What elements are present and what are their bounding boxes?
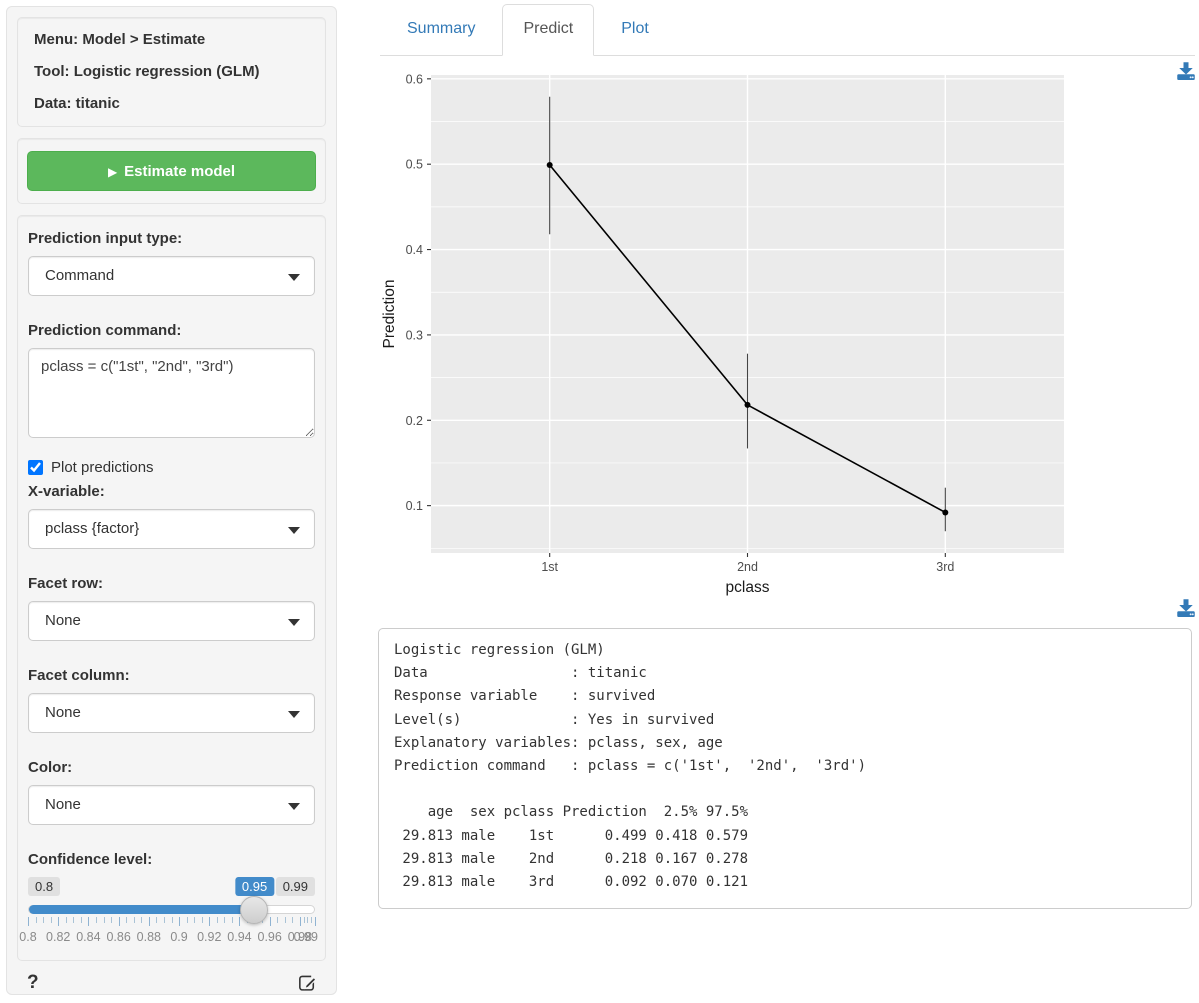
svg-text:1st: 1st	[541, 560, 558, 574]
prediction-command-input[interactable]: pclass = c("1st", "2nd", "3rd")	[28, 348, 315, 438]
facet-column-value: None	[45, 704, 81, 721]
svg-text:0.6: 0.6	[406, 72, 423, 86]
slider-fill	[29, 905, 254, 914]
edit-report-button[interactable]	[297, 972, 318, 998]
command-label: Prediction command:	[28, 322, 182, 339]
dataset-label: Data: titanic	[34, 95, 120, 112]
tool-label: Tool: Logistic regression (GLM)	[34, 63, 260, 80]
slider-ticks	[28, 917, 316, 928]
x-variable-select[interactable]: pclass {factor}	[28, 509, 315, 549]
facet-row-value: None	[45, 612, 81, 629]
svg-text:Prediction: Prediction	[381, 280, 398, 349]
prediction-plot: 0.1 0.2 0.3 0.4 0.5 0.6 1st 2nd 3rd pclass Predict…	[381, 72, 1064, 596]
estimate-model-button[interactable]: ▶ Estimate model	[27, 151, 316, 191]
svg-text:0.5: 0.5	[406, 158, 423, 172]
caret-down-icon	[288, 803, 300, 810]
facet-column-select[interactable]: None	[28, 693, 315, 733]
input-type-label: Prediction input type:	[28, 230, 183, 247]
download-plot-button[interactable]	[1176, 61, 1196, 81]
plot-predictions-checkbox[interactable]	[28, 459, 43, 475]
facet-column-label: Facet column:	[28, 667, 130, 684]
svg-text:2nd: 2nd	[737, 560, 758, 574]
estimate-panel: ▶ Estimate model	[17, 138, 326, 204]
prediction-plot-container: 0.1 0.2 0.3 0.4 0.5 0.6 1st 2nd 3rd pclass Predict…	[380, 60, 1199, 600]
svg-text:0.2: 0.2	[406, 414, 423, 428]
plot-predictions-label[interactable]: Plot predictions	[51, 458, 154, 476]
facet-row-select[interactable]: None	[28, 601, 315, 641]
tab-predict[interactable]: Predict	[502, 4, 595, 56]
download-predictions-button[interactable]	[1176, 598, 1196, 618]
x-variable-value: pclass {factor}	[45, 520, 140, 537]
x-variable-label: X-variable:	[28, 483, 105, 500]
confidence-level-label: Confidence level:	[28, 851, 153, 868]
slider-tick-labels: 0.8 0.82 0.84 0.86 0.88 0.9 0.92 0.94 0.96 0.98 0.…	[19, 930, 318, 944]
result-tabs: Summary Predict Plot	[380, 4, 1195, 56]
tab-plot[interactable]: Plot	[621, 20, 649, 37]
color-select[interactable]: None	[28, 785, 315, 825]
caret-down-icon	[288, 619, 300, 626]
slider-max-badge: 0.99	[275, 877, 315, 896]
color-value: None	[45, 796, 81, 813]
svg-text:0.4: 0.4	[406, 243, 423, 257]
svg-text:0.3: 0.3	[406, 328, 423, 342]
input-type-select[interactable]: Command	[28, 256, 315, 296]
svg-text:0.1: 0.1	[406, 499, 423, 513]
input-type-value: Command	[45, 267, 115, 284]
svg-text:3rd: 3rd	[936, 560, 954, 574]
prediction-summary-box: Logistic regression (GLM) Data : titanic…	[378, 628, 1192, 909]
caret-down-icon	[288, 274, 300, 281]
slider-min-badge: 0.8	[28, 877, 61, 896]
sidebar: Menu: Model > Estimate Tool: Logistic re…	[6, 6, 337, 995]
sidebar-footer: ?	[17, 972, 326, 998]
prediction-summary-text: Logistic regression (GLM) Data : titanic…	[394, 642, 867, 891]
download-icon	[1177, 62, 1195, 80]
edit-icon	[299, 975, 317, 991]
controls-panel: Prediction input type: Command Predictio…	[17, 215, 326, 961]
confidence-level-slider: 0.8 0.95 0.99 0.8 0.82 0.84 0.86 0.88 0.9 0.92…	[19, 877, 318, 946]
slider-value-badge: 0.95	[234, 877, 275, 896]
caret-down-icon	[288, 711, 300, 718]
svg-text:pclass: pclass	[726, 579, 770, 596]
play-icon: ▶	[107, 164, 118, 179]
slider-handle[interactable]	[239, 896, 268, 924]
download-icon	[1177, 599, 1195, 617]
tab-summary[interactable]: Summary	[407, 20, 476, 37]
menu-breadcrumb: Menu: Model > Estimate	[34, 31, 206, 48]
color-label: Color:	[28, 759, 73, 776]
caret-down-icon	[288, 527, 300, 534]
estimate-model-label: Estimate model	[124, 162, 236, 180]
help-button[interactable]: ?	[27, 972, 39, 993]
facet-row-label: Facet row:	[28, 575, 104, 592]
model-info-panel: Menu: Model > Estimate Tool: Logistic re…	[17, 17, 326, 127]
slider-track[interactable]	[28, 896, 315, 924]
